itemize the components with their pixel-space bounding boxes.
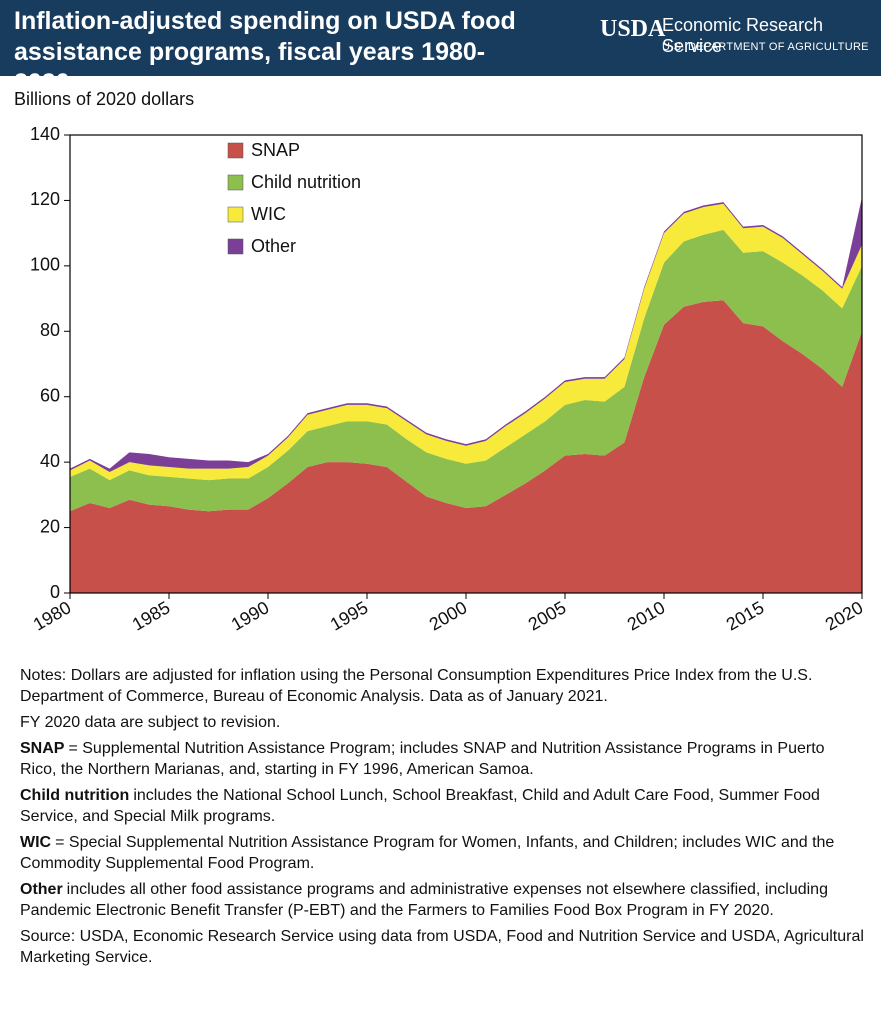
note-text: Notes: Dollars are adjusted for inflatio… bbox=[20, 667, 813, 705]
legend-swatch bbox=[227, 238, 244, 255]
x-tick-label: 1985 bbox=[129, 597, 174, 634]
y-tick-label: 140 bbox=[30, 124, 60, 144]
note-text: includes the National School Lunch, Scho… bbox=[20, 787, 820, 825]
note-term: Other bbox=[20, 881, 63, 898]
title: Inflation-adjusted spending on USDA food… bbox=[14, 7, 516, 97]
note-text: Source: USDA, Economic Research Service … bbox=[20, 928, 864, 966]
legend-label: WIC bbox=[251, 204, 286, 224]
area bbox=[70, 229, 862, 512]
legend-label: Other bbox=[251, 236, 296, 256]
note-term: SNAP bbox=[20, 740, 65, 757]
note-text: = Special Supplemental Nutrition Assista… bbox=[20, 834, 835, 872]
x-tick-label: 1990 bbox=[228, 597, 273, 634]
department: U.S. DEPARTMENT OF AGRICULTURE bbox=[662, 41, 869, 53]
y-tick-label: 0 bbox=[50, 582, 60, 602]
header: Inflation-adjusted spending on USDA food… bbox=[0, 0, 881, 97]
legend-label: Child nutrition bbox=[251, 172, 361, 192]
x-tick-label: 2005 bbox=[525, 597, 570, 634]
legend-swatch bbox=[227, 206, 244, 223]
agency: Economic Research Service bbox=[662, 15, 824, 56]
x-tick-label: 2020 bbox=[822, 597, 867, 634]
x-tick-label: 1980 bbox=[30, 597, 75, 634]
y-tick-label: 100 bbox=[30, 255, 60, 275]
note: FY 2020 data are subject to revision. bbox=[20, 712, 865, 733]
chart: Billions of 2020 dollars 0 20 40 60 80 100 120… bbox=[14, 89, 867, 635]
note: WIC = Special Supplemental Nutrition Assi… bbox=[20, 832, 865, 874]
legend-swatch bbox=[227, 142, 244, 159]
legend-swatch bbox=[227, 174, 244, 191]
x-tick-label: 2015 bbox=[723, 597, 768, 634]
y-tick-label: 40 bbox=[40, 451, 60, 471]
logo: USDA bbox=[600, 16, 666, 42]
y-tick-label: 80 bbox=[40, 320, 60, 340]
note-term: WIC bbox=[20, 834, 52, 851]
note-text: = Supplemental Nutrition Assistance Prog… bbox=[20, 740, 825, 778]
note: Source: USDA, Economic Research Service … bbox=[20, 926, 865, 968]
y-tick-label: 60 bbox=[40, 385, 60, 405]
note: SNAP = Supplemental Nutrition Assistance … bbox=[20, 738, 865, 780]
notes: Notes: Dollars are adjusted for inflatio… bbox=[20, 665, 865, 973]
note-term: Child nutrition bbox=[20, 787, 130, 804]
y-tick-label: 120 bbox=[30, 189, 60, 209]
note: Notes: Dollars are adjusted for inflatio… bbox=[20, 665, 865, 707]
y-axis-label: Billions of 2020 dollars bbox=[14, 89, 194, 109]
x-tick-label: 1995 bbox=[327, 597, 372, 634]
y-tick-label: 20 bbox=[40, 516, 60, 536]
x-tick-label: 2010 bbox=[624, 597, 669, 634]
note: Child nutrition includes the National Sch… bbox=[20, 785, 865, 827]
area bbox=[70, 300, 862, 593]
note-text: includes all other food assistance progr… bbox=[20, 881, 828, 919]
note: Other includes all other food assistance … bbox=[20, 879, 865, 921]
note-text: FY 2020 data are subject to revision. bbox=[20, 714, 281, 731]
legend-label: SNAP bbox=[251, 140, 300, 160]
x-tick-label: 2000 bbox=[426, 597, 471, 634]
